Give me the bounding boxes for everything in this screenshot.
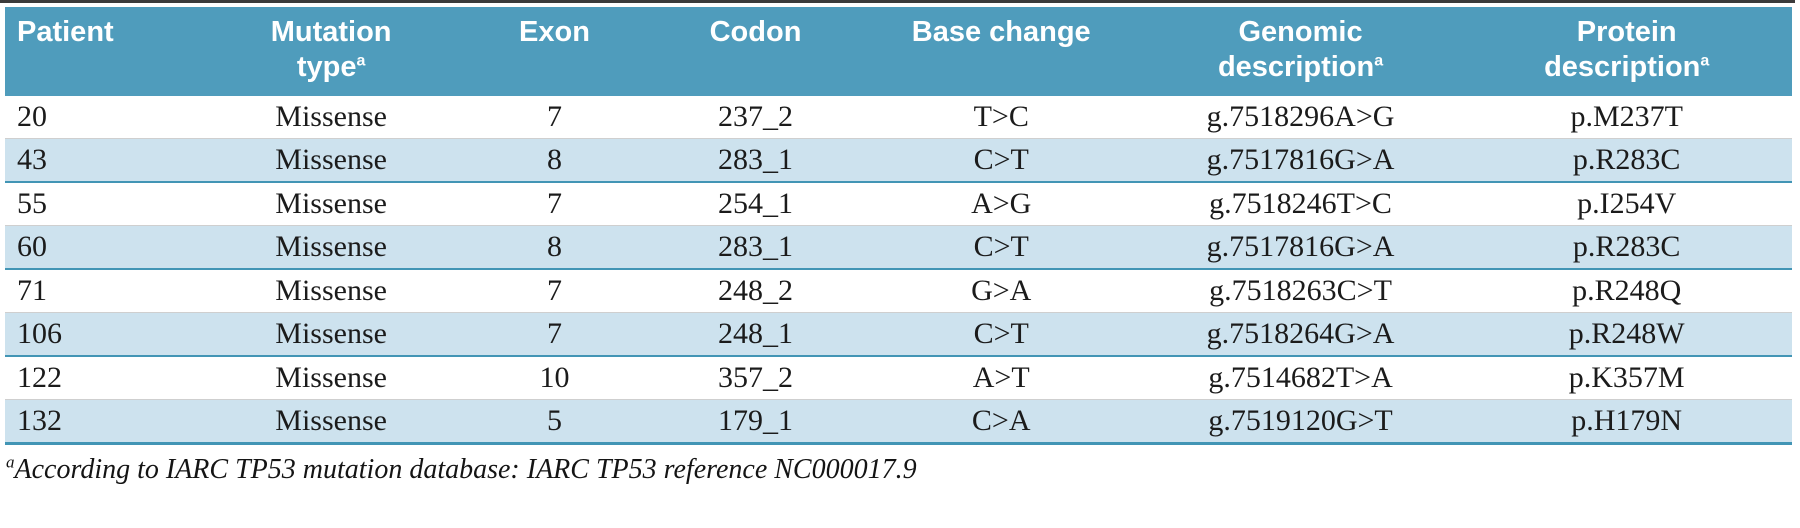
column-header-label: Mutation	[270, 16, 392, 48]
table-cell: C>T	[973, 316, 1029, 350]
column-header-label: Patient	[17, 16, 114, 48]
table-header-row: Patient Mutation typea Exon Codon Base change…	[5, 7, 1792, 96]
table-footnote: aAccording to IARC TP53 mutation databas…	[6, 452, 1800, 486]
table-cell: 248_2	[718, 273, 794, 307]
table-cell: p.R283C	[1572, 142, 1681, 176]
table-cell: 122	[17, 360, 62, 394]
table-header: Patient Mutation typea Exon Codon Base change…	[5, 7, 1792, 96]
table-cell: Missense	[275, 316, 387, 350]
footnote-reference-marker: a	[1374, 52, 1384, 70]
table-cell: 8	[546, 142, 562, 176]
table-cell: p.I254V	[1577, 186, 1677, 220]
table-cell: g.7518264G>A	[1206, 316, 1395, 350]
table-cell: 357_2	[718, 360, 794, 394]
column-header-mutation-type: Mutation typea	[201, 7, 461, 96]
column-header-genomic-description: Genomic descriptiona	[1139, 7, 1462, 96]
table-cell: 5	[546, 403, 562, 437]
table-cell: 7	[546, 99, 562, 133]
table-cell: 283_1	[718, 229, 794, 263]
table-cell: Missense	[275, 360, 387, 394]
table-cell: C>T	[973, 229, 1029, 263]
footnote-text: According to IARC TP53 mutation database…	[14, 453, 917, 485]
table-cell: Missense	[275, 273, 387, 307]
table-cell: g.7517816G>A	[1206, 142, 1395, 176]
column-header-patient: Patient	[5, 7, 202, 96]
table-cell: C>A	[971, 403, 1031, 437]
column-header-label: description	[1217, 51, 1375, 84]
table-row: 106 Missense 7 248_1 C>T g.7518264G>A p.R248W	[5, 312, 1792, 356]
table-row: 55 Missense 7 254_1 A>G g.7518246T>C p.I254V	[5, 181, 1792, 226]
table-cell: Missense	[275, 403, 387, 437]
table-cell: g.7518263C>T	[1209, 273, 1392, 307]
column-header-exon: Exon	[460, 7, 649, 96]
table-cell: A>G	[971, 186, 1032, 220]
table-row: 122 Missense 10 357_2 A>T g.7514682T>A p.K357M	[5, 355, 1792, 400]
table-cell: p.R248W	[1568, 316, 1685, 350]
table-cell: 8	[546, 229, 562, 263]
table-cell: 237_2	[718, 99, 794, 133]
table-cell: 7	[546, 273, 562, 307]
column-header-base-change: Base change	[862, 7, 1140, 96]
table-cell: p.K357M	[1568, 360, 1685, 394]
top-rule-divider	[0, 0, 1795, 3]
table-cell: G>A	[971, 273, 1032, 307]
column-header-codon: Codon	[648, 7, 863, 96]
table-cell: 7	[546, 316, 562, 350]
table-cell: 43	[17, 142, 47, 176]
table-row: 20 Missense 7 237_2 T>C g.7518296A>G p.M237T	[5, 95, 1792, 139]
table-cell: T>C	[973, 99, 1029, 133]
table-cell: 60	[17, 229, 47, 263]
column-header-label: type	[296, 51, 357, 84]
footnote-reference-marker: a	[356, 52, 366, 70]
column-header-label: description	[1544, 51, 1701, 84]
table-body: 20 Missense 7 237_2 T>C g.7518296A>G p.M237T 43…	[5, 95, 1792, 444]
table-row: 43 Missense 8 283_1 C>T g.7517816G>A p.R283C	[5, 138, 1792, 182]
table-cell: Missense	[275, 186, 387, 220]
table-cell: 132	[17, 403, 62, 437]
table-cell: C>T	[973, 142, 1029, 176]
table-cell: 20	[17, 99, 47, 133]
table-cell: g.7518296A>G	[1206, 99, 1395, 133]
table-cell: 71	[17, 273, 47, 307]
table-cell: Missense	[275, 229, 387, 263]
table-row: 71 Missense 7 248_2 G>A g.7518263C>T p.R248Q	[5, 268, 1792, 313]
table-cell: 248_1	[718, 316, 794, 350]
table-row: 60 Missense 8 283_1 C>T g.7517816G>A p.R283C	[5, 225, 1792, 269]
table-cell: p.R248Q	[1572, 273, 1682, 307]
table-cell: 283_1	[718, 142, 794, 176]
table-cell: 7	[546, 186, 562, 220]
table-cell: g.7518246T>C	[1209, 186, 1392, 220]
table-cell: Missense	[275, 142, 387, 176]
table-cell: g.7519120G>T	[1208, 403, 1393, 437]
table-cell: Missense	[275, 99, 387, 133]
column-header-protein-description: Protein descriptiona	[1461, 7, 1792, 96]
column-header-label: Genomic	[1238, 16, 1363, 48]
table-cell: A>T	[972, 360, 1030, 394]
column-header-label: Protein	[1576, 16, 1677, 48]
table-cell: p.M237T	[1570, 99, 1683, 133]
tp53-mutations-table: Patient Mutation typea Exon Codon Base change…	[5, 7, 1792, 445]
table-row: 132 Missense 5 179_1 C>A g.7519120G>T p.H179N	[5, 399, 1792, 444]
table-cell: 179_1	[718, 403, 794, 437]
footnote-marker: a	[6, 452, 15, 472]
table-cell: p.H179N	[1571, 403, 1683, 437]
column-header-label: Base change	[911, 16, 1091, 48]
table-cell: g.7514682T>A	[1208, 360, 1393, 394]
table-cell: p.R283C	[1572, 229, 1681, 263]
table-cell: 10	[539, 360, 570, 394]
footnote-reference-marker: a	[1700, 52, 1710, 70]
column-header-label: Exon	[519, 16, 590, 48]
table-cell: 106	[17, 316, 62, 350]
table-cell: 254_1	[718, 186, 794, 220]
table-cell: 55	[17, 186, 47, 220]
column-header-label: Codon	[709, 16, 802, 48]
table-cell: g.7517816G>A	[1206, 229, 1395, 263]
